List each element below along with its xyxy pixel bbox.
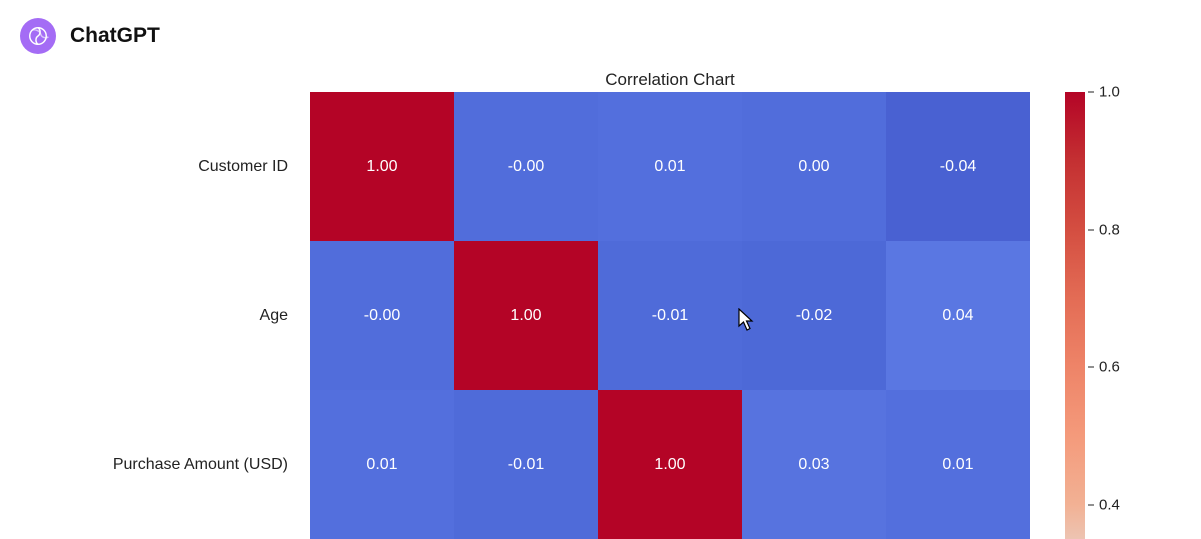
y-axis-labels: Customer ID Age Purchase Amount (USD) xyxy=(0,92,300,539)
heatmap-cell: 0.01 xyxy=(598,92,742,241)
chatgpt-logo-icon xyxy=(20,18,56,54)
colorbar-gradient xyxy=(1065,92,1085,539)
heatmap-cell: -0.01 xyxy=(598,241,742,390)
colorbar-tick-label: 0.6 xyxy=(1099,359,1120,376)
heatmap-cell: -0.02 xyxy=(742,241,886,390)
heatmap-cell: 0.04 xyxy=(886,241,1030,390)
colorbar-tick: 0.8 xyxy=(1088,221,1120,238)
y-label: Customer ID xyxy=(8,158,288,176)
colorbar-tick-label: 1.0 xyxy=(1099,84,1120,101)
colorbar xyxy=(1065,92,1085,539)
heatmap-cell: 0.03 xyxy=(742,390,886,539)
colorbar-tick-label: 0.4 xyxy=(1099,496,1120,513)
y-label: Purchase Amount (USD) xyxy=(8,456,288,474)
colorbar-tick-label: 0.8 xyxy=(1099,221,1120,238)
heatmap-cell: -0.00 xyxy=(310,241,454,390)
heatmap-cell: 1.00 xyxy=(310,92,454,241)
app-header: ChatGPT xyxy=(20,18,160,54)
heatmap: 1.00-0.000.010.00-0.04-0.001.00-0.01-0.0… xyxy=(310,92,1030,539)
heatmap-cell: 0.01 xyxy=(310,390,454,539)
colorbar-tick: 0.4 xyxy=(1088,496,1120,513)
colorbar-tick: 0.6 xyxy=(1088,359,1120,376)
heatmap-cell: 1.00 xyxy=(454,241,598,390)
colorbar-ticks: 1.00.80.60.4 xyxy=(1088,92,1148,539)
heatmap-cell: 1.00 xyxy=(598,390,742,539)
heatmap-cell: -0.01 xyxy=(454,390,598,539)
heatmap-cell: 0.01 xyxy=(886,390,1030,539)
y-label: Age xyxy=(8,307,288,325)
heatmap-cell: -0.04 xyxy=(886,92,1030,241)
app-name: ChatGPT xyxy=(70,24,160,48)
chart-title: Correlation Chart xyxy=(310,70,1030,90)
heatmap-cell: 0.00 xyxy=(742,92,886,241)
colorbar-tick: 1.0 xyxy=(1088,84,1120,101)
heatmap-cell: -0.00 xyxy=(454,92,598,241)
